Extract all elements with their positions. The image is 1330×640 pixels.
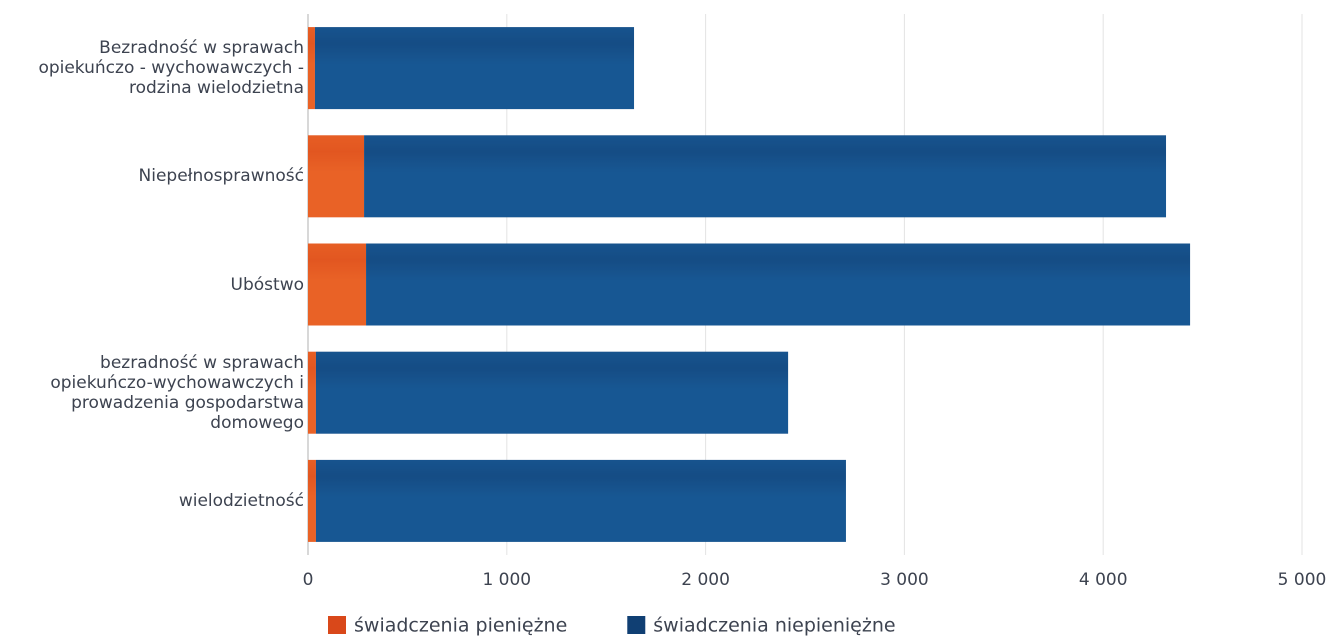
bar-shine [308,459,316,542]
bar-shine [364,135,1167,218]
legend-label: świadczenia niepieniężne [653,615,895,637]
x-tick-label: 1 000 [482,570,531,590]
bar-shine [315,459,846,542]
x-tick-label: 2 000 [681,570,730,590]
bar-shine [314,27,635,110]
y-tick-label: bezradność w sprawach opiekuńczo-wychowa… [50,352,304,433]
y-tick-label: Niepełnosprawność [138,166,305,187]
y-tick-label: Bezradność w sprawach opiekuńczo - wycho… [38,38,304,99]
y-tick-label: Ubóstwo [230,274,304,295]
x-tick-label: 4 000 [1079,570,1128,590]
bar-shine [308,27,315,110]
y-tick-label: wielodzietność [178,490,304,511]
bar-shine [308,135,365,218]
bar-shine [315,351,789,434]
bar-shine [366,243,1191,326]
x-tick-label: 5 000 [1278,570,1327,590]
legend-swatch [627,616,646,634]
legend-label: świadczenia pieniężne [354,615,567,637]
bar-shine [308,351,316,434]
legend-swatch [328,616,346,634]
x-tick-label: 0 [303,570,314,590]
x-tick-label: 3 000 [880,570,929,590]
bar-shine [308,243,367,326]
